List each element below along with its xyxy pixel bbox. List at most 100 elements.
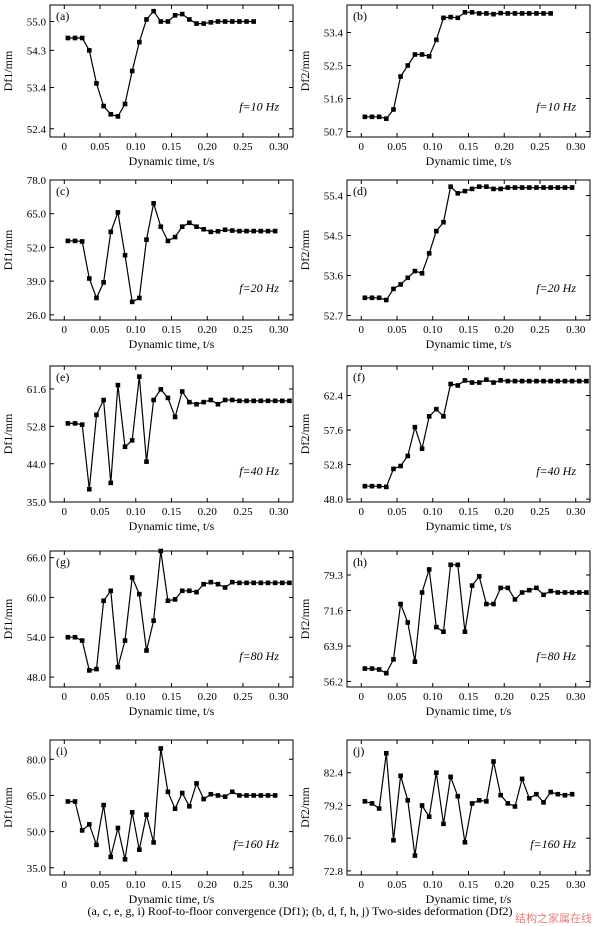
data-point: [398, 282, 403, 287]
x-tick-label: 0.20: [495, 879, 515, 891]
x-tick-label: 0.05: [90, 691, 110, 703]
data-point: [405, 798, 411, 803]
data-point: [94, 842, 99, 848]
x-tick-label: 0.30: [566, 324, 586, 336]
y-axis-label: Df2/mm: [298, 598, 312, 639]
watermark: 结构之家属在线: [515, 912, 592, 925]
data-point: [555, 791, 561, 797]
data-point: [362, 799, 368, 804]
data-point: [584, 378, 589, 384]
data-point: [215, 401, 221, 407]
data-point: [476, 798, 482, 803]
y-tick-label: 55.0: [27, 17, 47, 29]
data-point: [101, 397, 106, 403]
data-point: [208, 229, 214, 235]
x-tick-label: 0.30: [269, 324, 289, 336]
data-point: [376, 806, 382, 811]
data-point: [369, 666, 375, 671]
data-point: [534, 11, 539, 16]
data-point: [462, 378, 468, 383]
data-point: [87, 276, 92, 281]
data-point: [441, 629, 446, 634]
data-point: [244, 228, 249, 234]
chart-panel-a: 0 0.05 0.10 0.15 0.20 0.25 0.30 52.4 53.4 54.3 55.…: [1, 4, 294, 168]
x-tick-label: 0.15: [459, 141, 479, 153]
data-point: [137, 591, 142, 597]
y-tick-label: 56.2: [324, 676, 343, 688]
data-point: [229, 19, 235, 24]
y-tick-label: 57.6: [324, 425, 344, 437]
data-point: [569, 185, 575, 190]
data-point: [498, 10, 503, 16]
data-point: [115, 382, 121, 388]
data-point: [265, 228, 271, 234]
y-tick-label: 35.0: [27, 497, 47, 509]
data-point: [455, 15, 461, 21]
x-tick-label: 0.20: [495, 691, 515, 703]
y-tick-label: 82.4: [324, 768, 344, 780]
data-point: [455, 793, 461, 799]
data-point: [115, 210, 121, 215]
x-tick-label: 0.10: [423, 879, 443, 891]
plot-frame: [346, 550, 591, 688]
chart-panel-j: 0 0.05 0.10 0.15 0.20 0.25 0.30 72.8 76.0 79.2 82.…: [298, 739, 591, 906]
x-tick-label: 0.25: [233, 691, 253, 703]
data-point: [279, 398, 285, 404]
y-tick-label: 71.6: [324, 605, 344, 617]
y-tick-label: 80.0: [27, 754, 47, 766]
data-point: [158, 387, 164, 392]
data-point: [505, 11, 511, 16]
data-point: [172, 414, 178, 420]
data-point: [534, 185, 539, 190]
y-axis-label: Df2/mm: [298, 787, 312, 828]
x-axis-label: Dynamic time, t/s: [426, 337, 512, 351]
y-tick-label: 52.4: [27, 124, 47, 136]
data-point: [405, 620, 411, 625]
data-point: [244, 580, 249, 586]
data-point: [229, 579, 235, 585]
x-axis-label: Dynamic time, t/s: [129, 519, 215, 533]
data-point: [541, 11, 546, 16]
data-point: [179, 224, 185, 229]
y-tick-label: 53.4: [324, 28, 344, 40]
data-point: [237, 19, 242, 24]
data-point: [469, 186, 475, 192]
x-tick-label: 0: [62, 879, 68, 891]
data-point: [484, 184, 489, 189]
data-point: [484, 377, 489, 382]
data-point: [194, 21, 199, 26]
x-tick-label: 0.10: [126, 141, 146, 153]
y-tick-label: 76.0: [324, 833, 344, 845]
data-point: [272, 793, 278, 798]
data-point: [72, 634, 78, 640]
frequency-annotation: f=160 Hz: [233, 837, 279, 851]
x-tick-label: 0: [359, 691, 365, 703]
data-point: [548, 185, 553, 190]
data-point: [391, 837, 396, 843]
data-point: [65, 421, 71, 426]
panel-label: (j): [353, 744, 364, 758]
data-point: [512, 378, 518, 384]
y-tick-label: 50.7: [324, 127, 344, 139]
x-tick-label: 0: [359, 879, 365, 891]
plot-frame: [49, 550, 294, 688]
data-point: [391, 657, 396, 662]
data-point: [362, 666, 368, 671]
data-point: [434, 406, 439, 412]
data-point: [362, 483, 368, 489]
x-tick-label: 0: [62, 324, 68, 336]
data-point: [251, 398, 256, 404]
x-tick-label: 0: [359, 141, 365, 153]
x-tick-label: 0.05: [90, 141, 110, 153]
data-point: [491, 11, 496, 17]
data-point: [122, 444, 128, 450]
y-axis-label: Df2/mm: [298, 50, 312, 91]
frequency-annotation: f=20 Hz: [536, 281, 576, 295]
frequency-annotation: f=80 Hz: [239, 649, 279, 663]
data-point: [79, 828, 85, 833]
data-point: [376, 667, 382, 672]
series-line: [364, 11, 551, 120]
data-point: [94, 666, 99, 672]
x-tick-label: 0.25: [530, 506, 550, 518]
data-point: [272, 580, 278, 586]
